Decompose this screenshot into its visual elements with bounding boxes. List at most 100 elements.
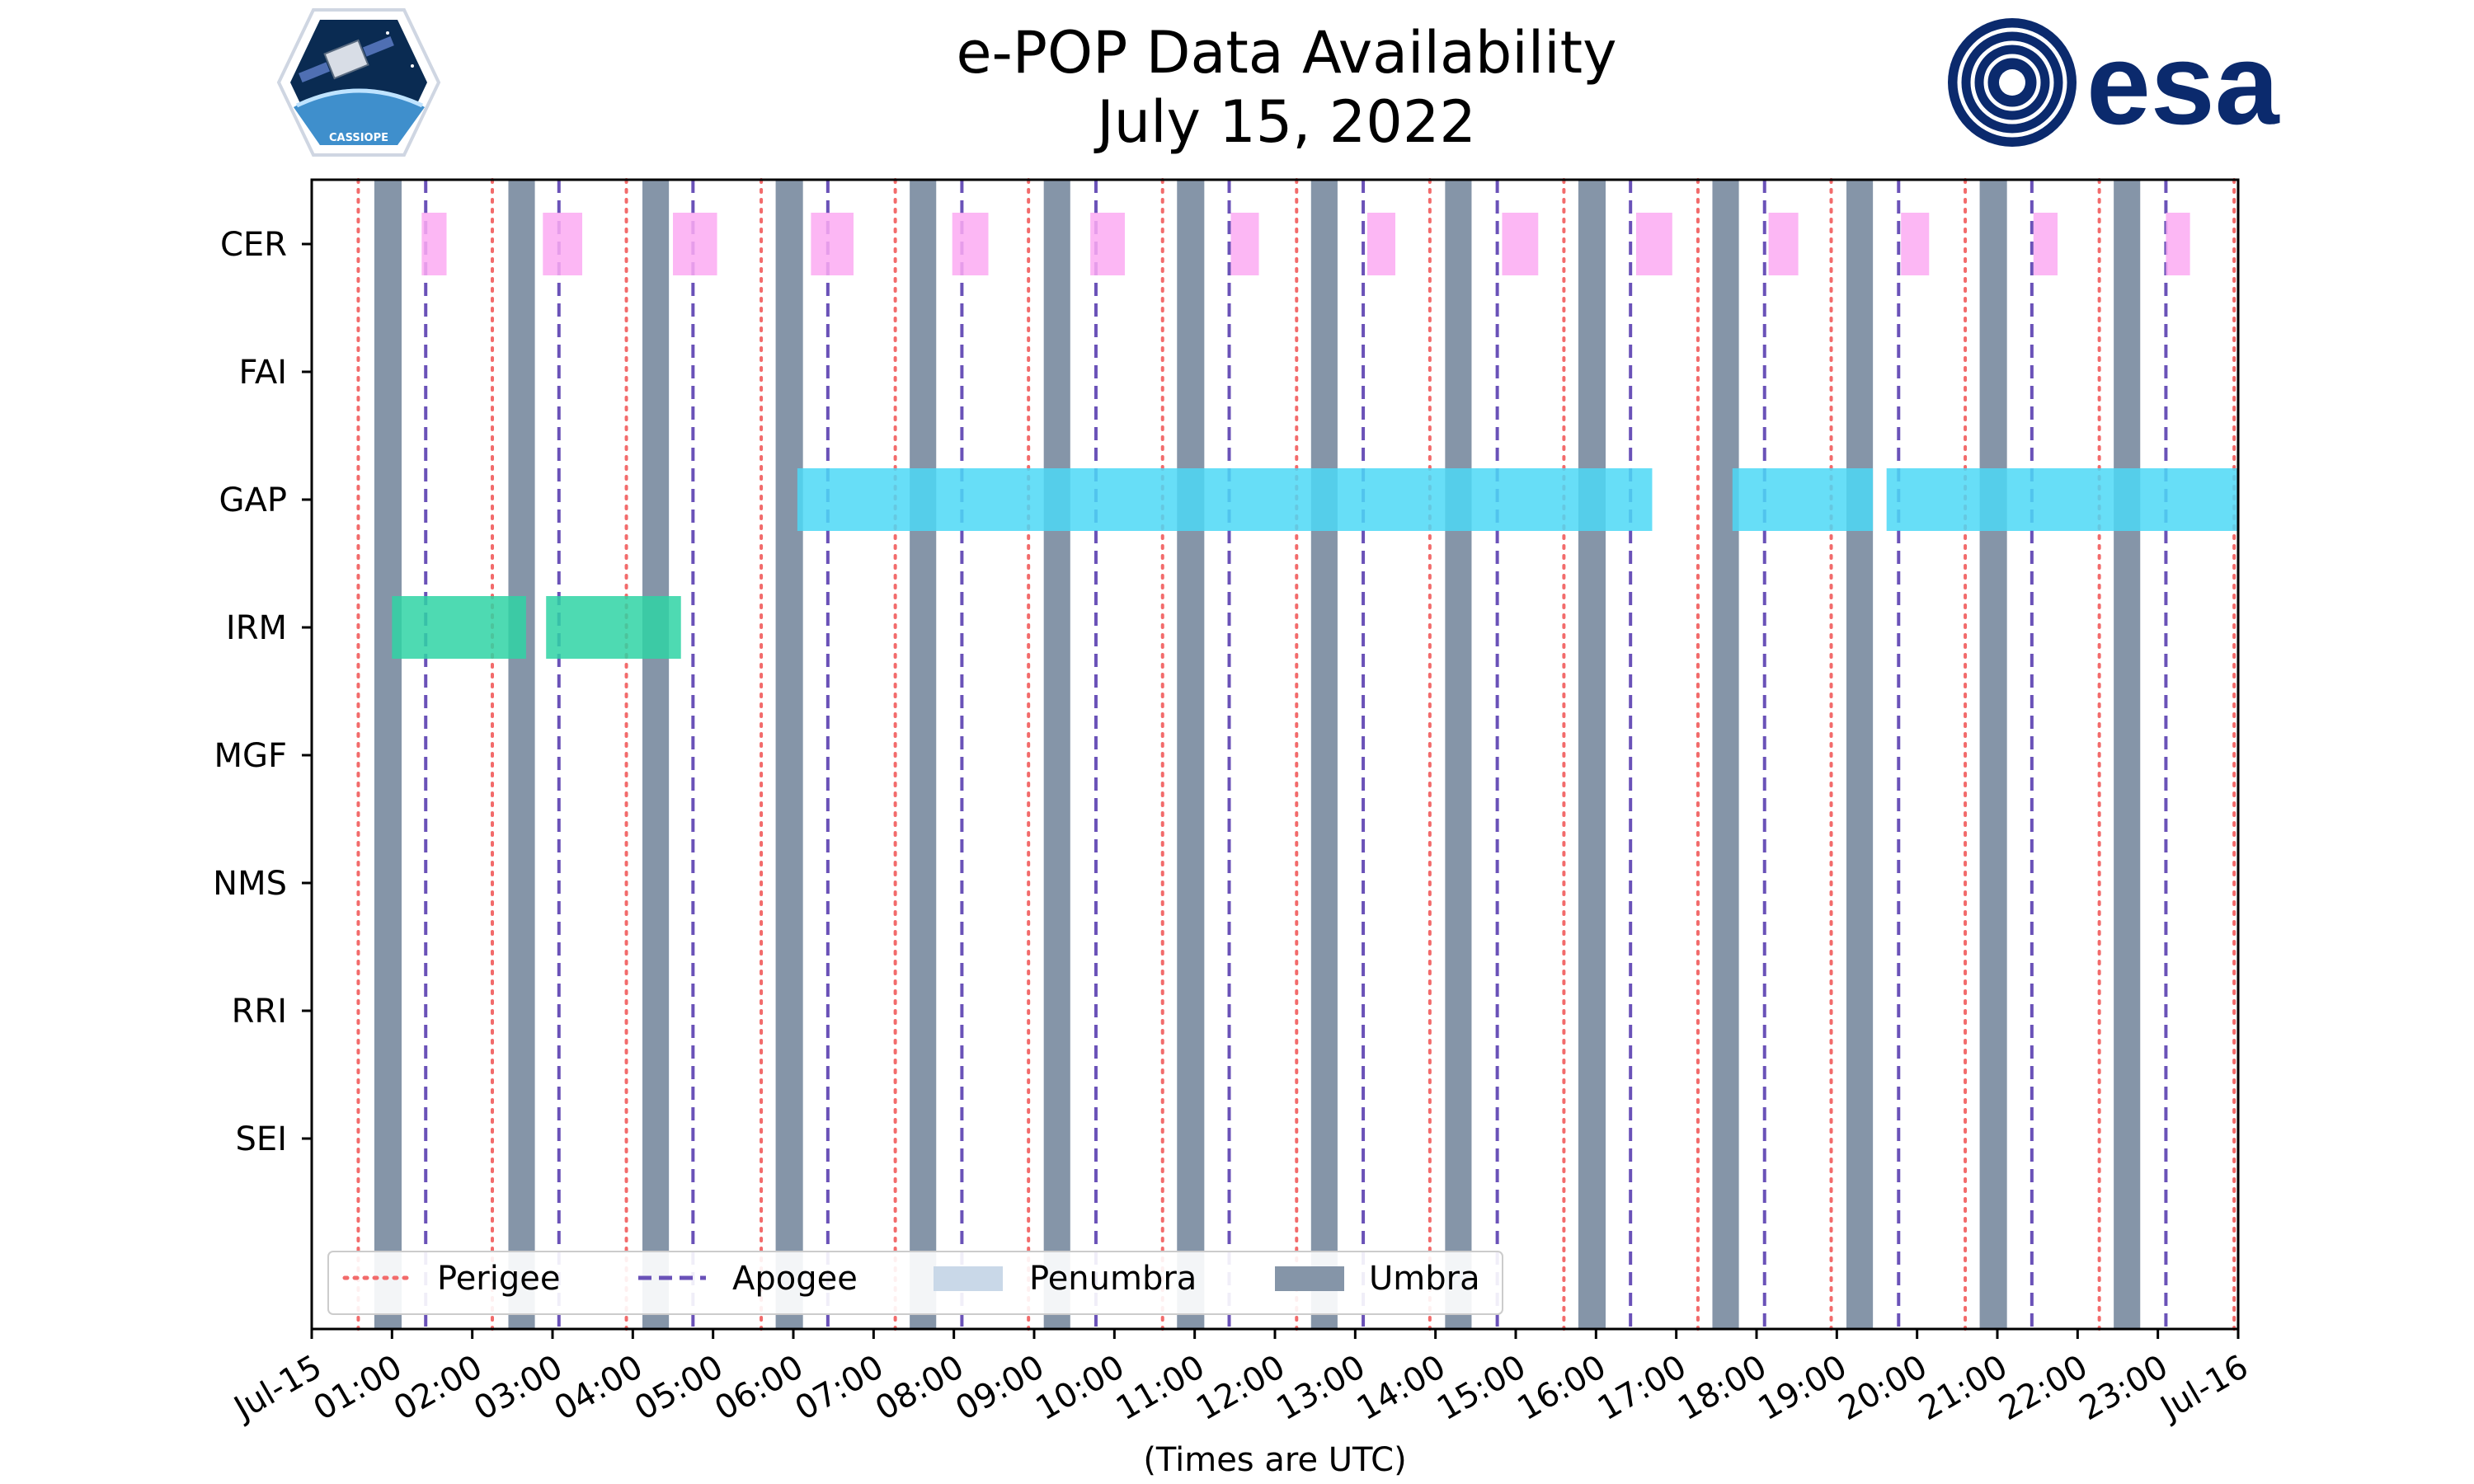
badge-text: CASSIOPE [329,132,388,144]
x-tick-label: 19:00 [1752,1348,1853,1428]
umbra-band [910,180,937,1329]
x-tick-label: 20:00 [1832,1348,1934,1428]
x-tick-label: 06:00 [708,1348,810,1428]
satellite-panel-left [299,62,330,83]
umbra-band [1445,180,1472,1329]
plot-frame [310,178,2240,1331]
esa-logo-ring [1983,54,2041,111]
legend-umbra-label: Umbra [1369,1260,1480,1298]
availability-bar-cer [1230,213,1259,275]
badge-star [305,41,308,45]
badge-star [386,31,389,35]
x-tick-label: 01:00 [307,1348,408,1428]
x-tick-label: Jul-16 [2152,1348,2255,1429]
y-tick-label: CER [220,226,287,264]
availability-bar-cer [543,213,583,275]
umbra-band [775,180,803,1329]
satellite-panel-right [363,35,394,57]
umbra-band [1310,180,1338,1329]
x-tick-label: 14:00 [1351,1348,1452,1428]
availability-bar-cer [1090,213,1125,275]
availability-bar-cer [421,213,447,275]
x-tick-label: 15:00 [1431,1348,1532,1428]
availability-bar-irm [392,596,526,659]
x-tick-label: 21:00 [1912,1348,2014,1428]
umbra-bands [374,180,2141,1329]
availability-bar-gap [1732,468,1874,531]
umbra-band [1979,180,2007,1329]
availability-bars [392,213,2238,659]
availability-bar-cer [1366,213,1395,275]
x-tick-label: 23:00 [2073,1348,2175,1428]
badge-satellite [299,35,394,83]
esa-logo-ring [1957,27,2067,138]
legend-perigee-label: Perigee [437,1260,560,1298]
y-tick-label: RRI [232,993,287,1031]
x-tick-label: 04:00 [548,1348,649,1428]
availability-bar-cer [2033,213,2058,275]
availability-bar-cer [811,213,854,275]
esa-logo-text: esa [2086,19,2280,148]
legend-umbra-marker [1275,1266,1344,1291]
x-tick-label: 17:00 [1592,1348,1693,1428]
umbra-band [642,180,670,1329]
availability-bar-gap [797,468,1653,531]
y-tick-label: IRM [226,609,287,647]
cassiope-logo: CASSIOPE [276,8,441,157]
badge-earth [294,88,425,145]
availability-bar-cer [1901,213,1930,275]
x-tick-label: 18:00 [1672,1348,1773,1428]
umbra-band [374,180,402,1329]
availability-bar-cer [952,213,989,275]
availability-bar-gap [1886,468,2238,531]
y-tick-label: SEI [236,1120,287,1158]
x-tick-label: 16:00 [1511,1348,1612,1428]
x-tick-label: 13:00 [1270,1348,1371,1428]
legend-penumbra-marker [934,1266,1003,1291]
perigee-lines [356,178,2236,1331]
x-tick-label: 22:00 [1992,1348,2094,1428]
x-tick-label: 05:00 [628,1348,730,1428]
x-tick-label: 11:00 [1110,1348,1211,1428]
x-tick-label: 02:00 [388,1348,489,1428]
umbra-band [1846,180,1874,1329]
availability-bar-cer [1768,213,1799,275]
availability-bar-cer [1502,213,1539,275]
apogee-lines [424,180,2168,1329]
umbra-band [508,180,535,1329]
availability-bar-cer [2166,213,2190,275]
x-tick-label: 07:00 [788,1348,890,1428]
esa-logo-ring [1970,40,2054,124]
x-tick-label: 10:00 [1029,1348,1131,1428]
umbra-band [1578,180,1606,1329]
chart-subtitle: July 15, 2022 [1094,88,1476,156]
availability-bar-irm [546,596,681,659]
legend-apogee-label: Apogee [732,1260,858,1298]
x-tick-label: 12:00 [1190,1348,1291,1428]
y-tick-label: NMS [213,865,287,903]
chart-title: e-POP Data Availability [956,19,1616,87]
y-tick-label: GAP [219,481,287,519]
x-axis-ticks: Jul-1501:0002:0003:0004:0005:0006:0007:0… [226,1329,2255,1429]
satellite-body [323,39,369,80]
legend: Perigee Apogee Penumbra Umbra [327,1251,1503,1315]
y-tick-label: FAI [239,354,288,392]
availability-bar-cer [1636,213,1672,275]
badge-star [411,64,414,68]
x-tick-label: 09:00 [949,1348,1051,1428]
umbra-band [1712,180,1739,1329]
esa-logo: esa [1948,18,2280,148]
legend-box [327,1251,1503,1315]
x-tick-label: Jul-15 [226,1348,328,1429]
x-tick-label: 08:00 [869,1348,971,1428]
umbra-band [1043,180,1070,1329]
y-tick-label: MGF [214,737,287,775]
x-axis-label: (Times are UTC) [1143,1441,1406,1479]
badge-atmosphere [295,88,424,108]
y-axis-ticks: CER FAI GAP IRM MGF NMS RRI SEI [213,226,312,1158]
availability-bar-cer [673,213,717,275]
umbra-band [1177,180,1205,1329]
x-tick-label: 03:00 [468,1348,569,1428]
esa-logo-core [1999,69,2025,96]
